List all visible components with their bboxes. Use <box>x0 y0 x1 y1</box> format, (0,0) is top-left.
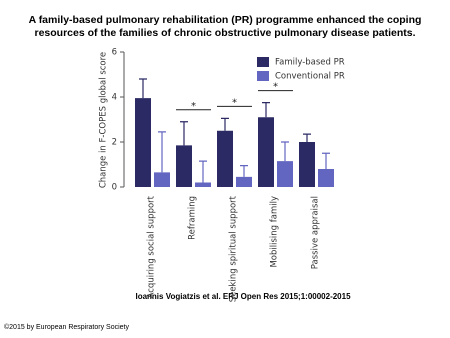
significance-marker: * <box>191 101 196 112</box>
x-tick-label: Passive appraisal <box>311 196 321 269</box>
copyright: ©2015 by European Respiratory Society <box>4 324 130 331</box>
y-tick-label: 4 <box>112 93 117 103</box>
error-bar <box>158 131 166 173</box>
bar <box>195 182 211 187</box>
bar <box>299 142 315 187</box>
error-bar <box>139 78 147 99</box>
y-axis-label: Change in F-COPES global score <box>99 52 109 188</box>
bar <box>236 176 252 187</box>
y-tick-label: 2 <box>112 138 117 148</box>
legend-label: Family-based PR <box>275 58 345 68</box>
legend-swatch <box>257 57 269 67</box>
error-bar <box>322 152 330 169</box>
chart-title: A family-based pulmonary rehabilitation … <box>28 14 422 39</box>
y-tick-label: 0 <box>112 183 117 193</box>
bar <box>277 161 293 187</box>
y-tick-label: 6 <box>112 48 117 58</box>
x-tick-label: Reframing <box>188 196 198 240</box>
error-bar <box>303 133 311 142</box>
significance-marker: * <box>232 97 237 108</box>
x-tick-label: Seeking spiritual support <box>229 195 239 302</box>
bar <box>318 169 334 187</box>
legend-label: Conventional PR <box>275 72 345 82</box>
x-tick-label: Acquiring social support <box>147 195 157 298</box>
error-bar <box>281 141 289 162</box>
citation: Ioannis Vogiatzis et al. ERJ Open Res 20… <box>135 292 351 301</box>
error-bar <box>240 165 248 177</box>
error-bar <box>199 160 207 183</box>
bar <box>135 98 151 187</box>
error-bar <box>221 117 229 131</box>
bar <box>176 145 192 187</box>
error-bar <box>180 121 188 146</box>
bar <box>217 130 233 187</box>
error-bar <box>262 102 270 118</box>
bar <box>258 117 274 187</box>
legend-swatch <box>257 71 269 81</box>
bar <box>154 172 170 187</box>
significance-marker: * <box>273 82 278 93</box>
x-tick-label: Mobilising family <box>270 196 280 268</box>
